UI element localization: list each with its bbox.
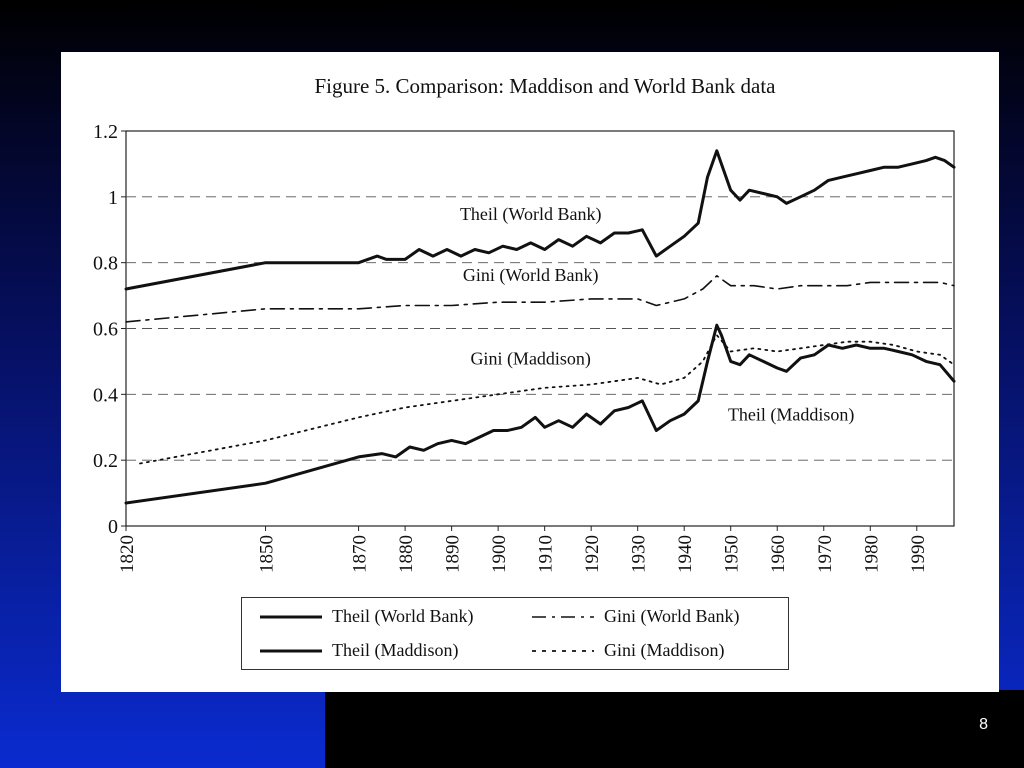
legend-swatch-solid — [260, 610, 322, 624]
x-tick-label: 1950 — [722, 535, 743, 573]
x-tick-label: 1870 — [350, 535, 371, 573]
legend-item-theil-maddison: Theil (Maddison) — [260, 640, 458, 661]
y-tick-label: 0.8 — [93, 253, 118, 275]
x-tick-label: 1920 — [582, 535, 603, 573]
x-tick-label: 1910 — [536, 535, 557, 573]
series-line-theil-world-bank — [124, 149, 956, 291]
x-tick-label: 1940 — [675, 535, 696, 573]
series-annotation: Theil (Maddison) — [728, 405, 854, 426]
page-number: 8 — [979, 716, 988, 733]
figure-panel: Figure 5. Comparison: Maddison and World… — [61, 52, 999, 692]
series-annotation: Gini (Maddison) — [470, 349, 591, 370]
x-tick-label: 1970 — [815, 535, 836, 573]
y-tick-label: 0.6 — [93, 319, 118, 341]
series-annotation: Gini (World Bank) — [463, 265, 599, 286]
x-tick-label: 1850 — [257, 535, 278, 573]
legend-swatch-dash-dot — [532, 610, 594, 624]
legend-label: Theil (Maddison) — [332, 640, 459, 660]
plot-frame — [125, 130, 955, 527]
legend-swatch-solid — [260, 644, 322, 658]
legend-item-theil-world-bank: Theil (World Bank) — [260, 606, 474, 627]
legend-label: Gini (World Bank) — [604, 606, 740, 626]
legend-label: Gini (Maddison) — [604, 640, 725, 660]
legend-item-gini-maddison: Gini (Maddison) — [532, 640, 725, 661]
legend-label: Theil (World Bank) — [332, 606, 474, 626]
legend-swatch-dotted — [532, 644, 594, 658]
slide-background-band — [325, 690, 1024, 768]
series-line-gini-world-bank — [125, 275, 955, 323]
y-tick-label: 0.4 — [93, 384, 118, 406]
y-tick-label: 1 — [108, 187, 118, 209]
chart-title: Figure 5. Comparison: Maddison and World… — [314, 74, 776, 98]
series-line-gini-maddison — [139, 334, 955, 465]
chart-legend: Theil (World Bank) Gini (World Bank) The… — [241, 597, 789, 670]
x-tick-label: 1820 — [117, 535, 138, 573]
x-tick-label: 1990 — [908, 535, 929, 573]
x-tick-label: 1900 — [489, 535, 510, 573]
x-tick-label: 1890 — [443, 535, 464, 573]
series-annotation: Theil (World Bank) — [460, 204, 602, 225]
x-tick-label: 1930 — [629, 535, 650, 573]
x-tick-label: 1960 — [768, 535, 789, 573]
x-tick-label: 1880 — [396, 535, 417, 573]
y-tick-label: 1.2 — [93, 121, 118, 143]
y-tick-label: 0 — [108, 516, 118, 538]
legend-item-gini-world-bank: Gini (World Bank) — [532, 606, 740, 627]
series-line-theil-maddison — [124, 323, 956, 505]
y-tick-label: 0.2 — [93, 450, 118, 472]
x-tick-label: 1980 — [861, 535, 882, 573]
chart-plot: 0 0.2 0.4 0.6 0.8 1 1.2 1820 1850 1870 1880 1890 190… — [93, 121, 956, 573]
